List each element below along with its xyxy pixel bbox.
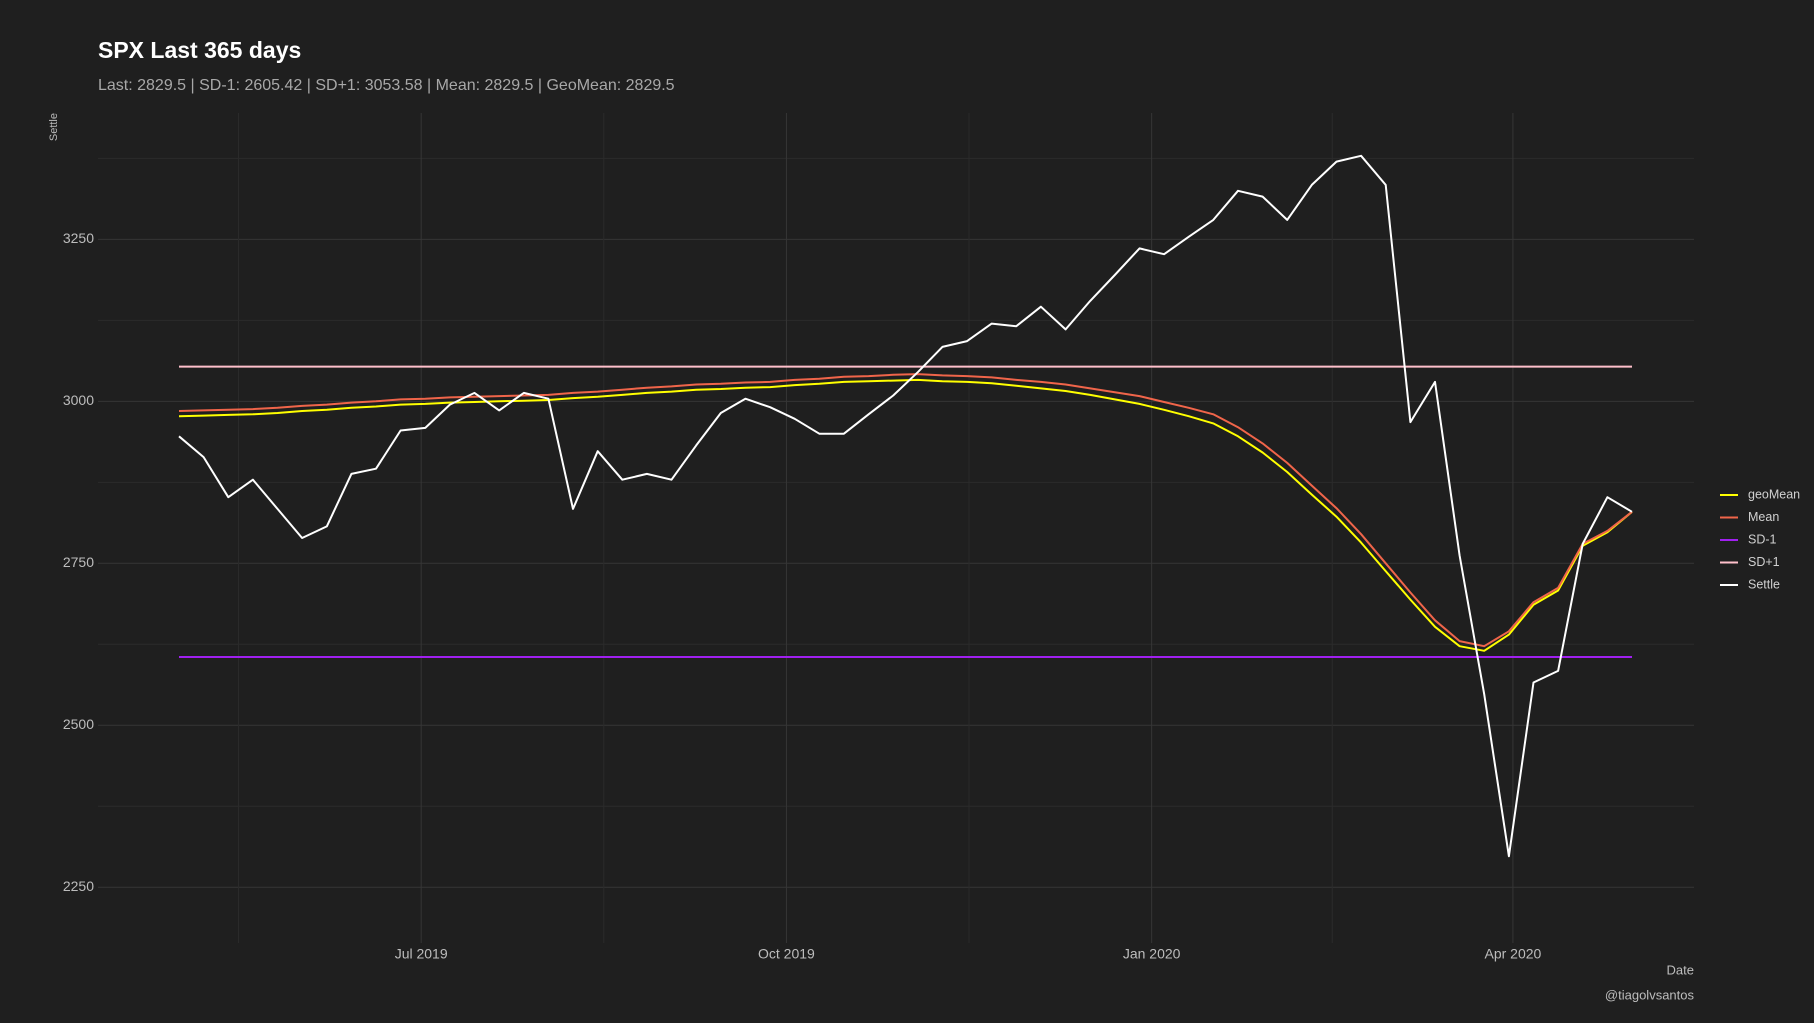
legend-label: Settle <box>1748 577 1780 591</box>
chart-subtitle: Last: 2829.5 | SD-1: 2605.42 | SD+1: 305… <box>98 77 675 94</box>
x-tick-label: Oct 2019 <box>758 946 815 962</box>
y-tick-label: 3000 <box>63 392 94 408</box>
legend-label: SD+1 <box>1748 555 1780 569</box>
legend-label: Mean <box>1748 510 1779 524</box>
y-axis-label: Settle <box>48 113 60 141</box>
y-tick-label: 2500 <box>63 716 94 732</box>
series-line <box>178 378 1633 652</box>
series-line <box>178 154 1633 858</box>
series-line <box>178 373 1633 648</box>
y-tick-label: 3250 <box>63 230 94 246</box>
x-tick-label: Jan 2020 <box>1123 946 1181 962</box>
chart-title: SPX Last 365 days <box>98 37 301 63</box>
caption: @tiagolvsantos <box>1605 987 1695 1002</box>
legend-label: SD-1 <box>1748 532 1777 546</box>
legend-label: geoMean <box>1748 487 1800 501</box>
x-axis-label: Date <box>1667 962 1694 977</box>
x-tick-label: Apr 2020 <box>1484 946 1541 962</box>
y-tick-label: 2750 <box>63 554 94 570</box>
x-tick-label: Jul 2019 <box>395 946 448 962</box>
y-tick-label: 2250 <box>63 878 94 894</box>
